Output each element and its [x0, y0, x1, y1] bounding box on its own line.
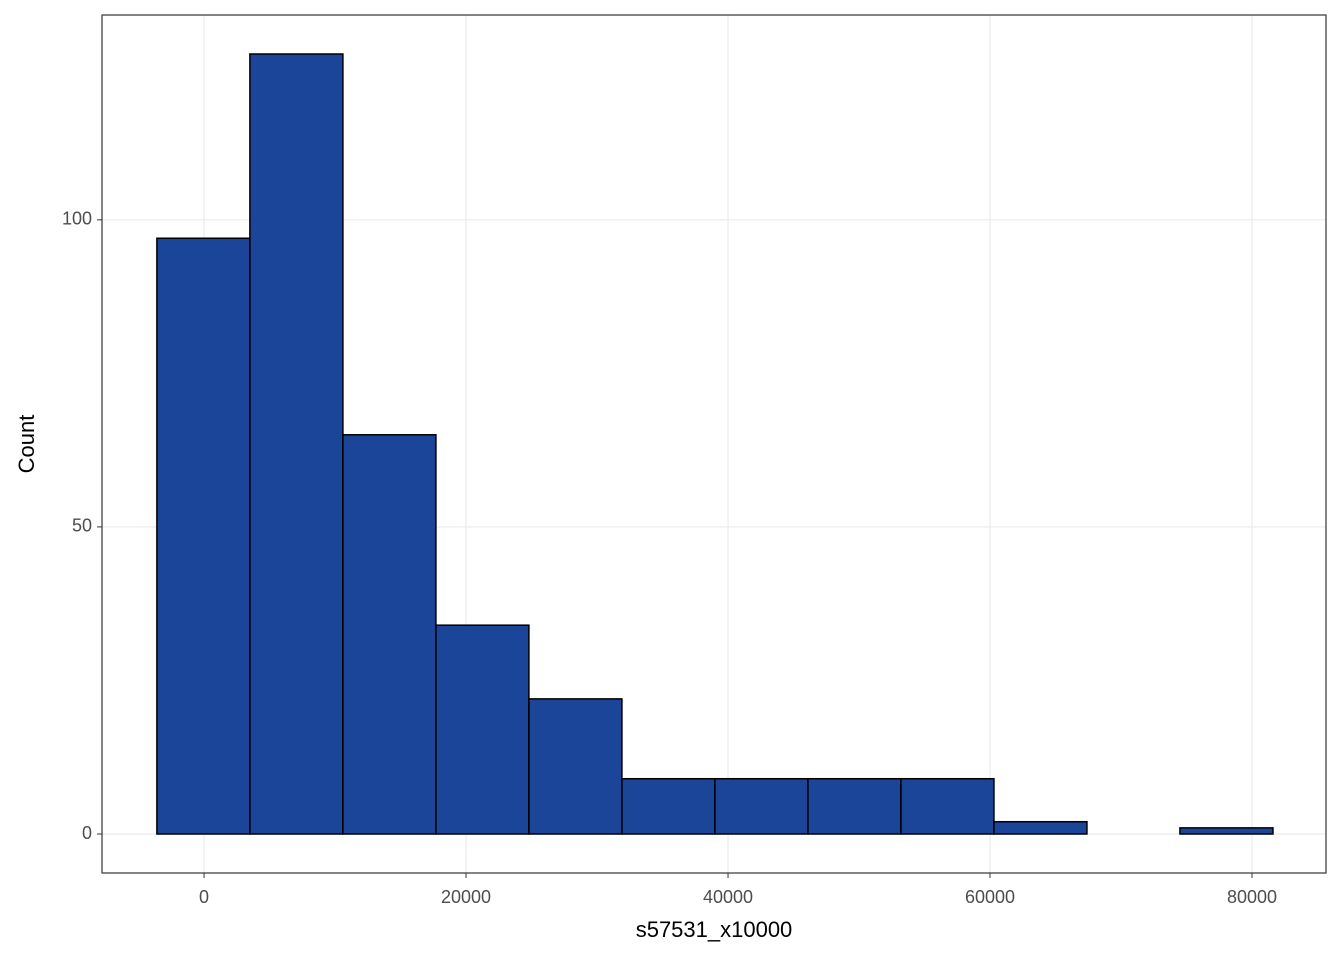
- x-tick-label: 40000: [703, 887, 753, 907]
- x-tick-label: 0: [199, 887, 209, 907]
- bar: [807, 777, 902, 835]
- bar: [621, 777, 716, 835]
- bar: [528, 698, 623, 835]
- x-tick-label: 80000: [1227, 887, 1277, 907]
- bar: [435, 624, 530, 835]
- bar: [993, 820, 1088, 835]
- y-tick-label: 50: [72, 516, 92, 536]
- bar: [900, 777, 995, 835]
- bar: [1179, 827, 1274, 835]
- bar: [249, 53, 344, 835]
- x-tick-label: 60000: [965, 887, 1015, 907]
- y-tick-label: 100: [62, 209, 92, 229]
- x-tick-label: 20000: [441, 887, 491, 907]
- y-axis-title: Count: [14, 415, 39, 474]
- plot-border: [101, 14, 1327, 874]
- bar: [156, 237, 251, 835]
- bar: [714, 777, 809, 835]
- y-tick-label: 0: [82, 823, 92, 843]
- bar: [342, 434, 437, 835]
- x-axis-title: s57531_x10000: [636, 917, 793, 942]
